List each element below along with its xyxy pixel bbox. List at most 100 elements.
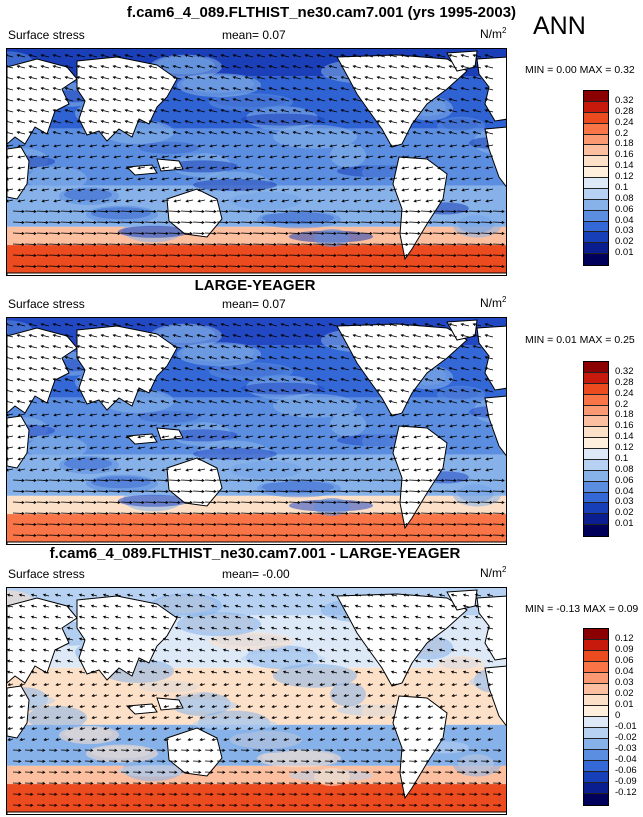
stress-vector-head xyxy=(305,435,309,439)
stress-vector xyxy=(96,254,109,256)
stress-vector xyxy=(281,131,290,135)
stress-vector-head xyxy=(41,424,45,428)
stress-vector xyxy=(353,356,362,360)
stress-vector xyxy=(269,98,278,102)
stress-vector xyxy=(329,54,338,58)
stress-vector-head xyxy=(402,648,407,652)
stress-vector xyxy=(185,345,194,349)
stress-vector-head xyxy=(7,738,11,742)
stress-vector xyxy=(485,334,494,338)
stress-vector-head xyxy=(136,334,140,338)
stress-vector-head xyxy=(189,242,193,246)
stress-vector xyxy=(281,378,290,382)
stress-vector-head xyxy=(309,242,313,246)
stress-vector xyxy=(115,594,122,597)
stress-vector xyxy=(384,501,397,503)
stress-vector-head xyxy=(393,253,397,257)
stress-vector xyxy=(132,232,145,234)
stress-vector-head xyxy=(93,533,97,537)
stress-vector-head xyxy=(281,457,285,461)
stress-vector-head xyxy=(306,604,311,608)
stress-vector-head xyxy=(357,478,361,482)
stress-vector xyxy=(384,221,397,223)
stress-vector-head xyxy=(127,727,131,731)
stress-vector-head xyxy=(261,533,265,537)
stress-vector xyxy=(438,166,446,169)
stress-vector-head xyxy=(436,378,440,382)
stress-vector-head xyxy=(450,615,455,619)
stress-vector xyxy=(288,254,301,256)
stress-vector-head xyxy=(89,155,93,159)
stress-vector xyxy=(474,166,482,169)
stress-vector-head xyxy=(477,253,481,257)
stress-vector xyxy=(414,446,422,449)
stress-vector-head xyxy=(115,738,119,742)
stress-vector-head xyxy=(149,424,153,428)
stress-vector-head xyxy=(54,748,58,752)
stress-vector xyxy=(149,109,158,113)
stress-vector xyxy=(197,356,206,360)
stress-vector xyxy=(221,87,230,91)
stress-vector xyxy=(281,400,290,404)
stress-vector-head xyxy=(91,738,95,742)
stress-vector xyxy=(221,76,230,80)
stress-vector xyxy=(60,265,73,267)
stress-vector xyxy=(295,671,302,674)
stress-vector-head xyxy=(153,242,157,246)
stress-vector xyxy=(66,413,74,416)
stress-vector-head xyxy=(270,759,274,763)
stress-vector-head xyxy=(160,356,164,360)
stress-vector-head xyxy=(379,694,383,698)
stress-vector xyxy=(24,210,37,212)
stress-vector xyxy=(77,323,86,327)
stress-vector xyxy=(276,254,289,256)
stress-vector-head xyxy=(69,489,73,493)
stress-vector xyxy=(41,98,50,102)
stress-vector-head xyxy=(45,478,49,482)
stress-vector-head xyxy=(137,435,141,439)
stress-vector-head xyxy=(436,65,440,69)
stress-vector xyxy=(209,389,218,393)
stress-vector-head xyxy=(184,54,188,58)
stress-vector-head xyxy=(453,533,457,537)
stress-vector xyxy=(24,490,37,492)
stress-vector xyxy=(24,479,37,481)
stress-vector xyxy=(132,243,145,245)
stress-vector xyxy=(216,243,229,245)
stress-vector-head xyxy=(18,593,23,597)
stress-vector-head xyxy=(285,209,289,213)
stress-vector-head xyxy=(417,489,421,493)
stress-vector xyxy=(173,65,182,69)
stress-vector xyxy=(294,446,302,449)
stress-vector-head xyxy=(475,694,479,698)
stress-vector xyxy=(331,594,338,597)
stress-vector xyxy=(492,523,505,525)
stress-vector-head xyxy=(112,131,116,135)
stress-vector xyxy=(221,323,230,327)
stress-vector xyxy=(257,323,266,327)
stress-vector xyxy=(319,649,326,652)
stress-vector xyxy=(415,616,422,619)
stress-vector-head xyxy=(7,199,9,203)
stress-vector xyxy=(72,232,85,234)
panel-2-unit: N/m2 xyxy=(480,295,506,310)
stress-vector-head xyxy=(381,231,385,235)
stress-vector xyxy=(150,424,158,427)
stress-vector-head xyxy=(208,334,212,338)
stress-vector xyxy=(293,400,302,404)
stress-vector-head xyxy=(417,242,421,246)
stress-patch xyxy=(166,429,238,442)
stress-vector-head xyxy=(401,457,405,461)
stress-vector-head xyxy=(211,716,215,720)
stress-vector xyxy=(197,389,206,393)
stress-vector-head xyxy=(366,748,370,752)
stress-vector xyxy=(342,424,350,427)
stress-vector xyxy=(89,389,98,393)
stress-vector xyxy=(360,479,373,481)
stress-vector-head xyxy=(103,716,107,720)
colorbar-tick-label: 0.1 xyxy=(615,181,629,193)
stress-vector xyxy=(390,435,398,438)
stress-vector-head xyxy=(342,626,347,630)
stress-vector xyxy=(480,512,493,514)
colorbar-box xyxy=(584,394,608,406)
